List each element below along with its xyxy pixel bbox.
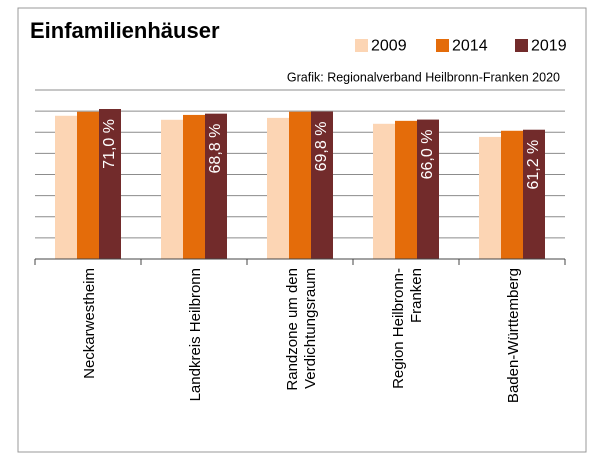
bar: [417, 119, 439, 259]
bar: [205, 113, 227, 259]
data-label: 69,8 %: [313, 122, 330, 172]
chart-title: Einfamilienhäuser: [30, 18, 220, 43]
bar: [373, 123, 395, 259]
bar: [311, 111, 333, 259]
data-label: 61,2 %: [525, 140, 542, 190]
x-tick-label: Neckarwestheim: [81, 268, 98, 379]
data-label: 68,8 %: [207, 124, 224, 174]
x-tick-label: Landkreis Heilbronn: [187, 268, 204, 401]
legend-swatch: [515, 39, 528, 52]
data-label: 66,0 %: [419, 130, 436, 180]
legend-label: 2019: [531, 38, 567, 55]
legend-label: 2009: [371, 38, 407, 55]
bar: [267, 117, 289, 259]
legend-label: 2014: [452, 38, 488, 55]
bar: [289, 111, 311, 259]
x-tick-label: Baden-Württemberg: [505, 268, 522, 403]
bar: [479, 136, 501, 259]
source-note: Grafik: Regionalverband Heilbronn-Franke…: [287, 70, 560, 84]
legend-swatch: [355, 39, 368, 52]
bar: [55, 115, 77, 260]
x-tick-label: Randzone um denVerdichtungsraum: [284, 268, 319, 391]
bar: [523, 129, 545, 259]
legend-swatch: [436, 39, 449, 52]
bar: [99, 109, 121, 259]
x-tick-label: Region Heilbronn-Franken: [390, 268, 425, 389]
bar: [161, 119, 183, 259]
data-label: 71,0 %: [101, 119, 118, 169]
bar: [77, 111, 99, 259]
bar: [501, 130, 523, 259]
bar: [183, 114, 205, 260]
bar: [395, 120, 417, 259]
